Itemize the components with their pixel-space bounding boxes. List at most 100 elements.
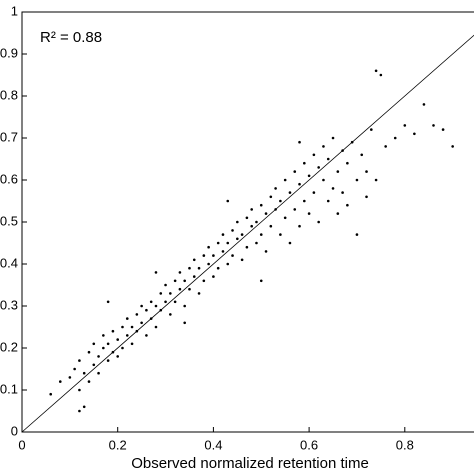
point xyxy=(121,325,124,329)
point xyxy=(293,170,297,173)
point xyxy=(441,128,445,131)
point xyxy=(370,128,373,131)
point xyxy=(58,380,62,383)
point xyxy=(130,325,134,329)
point xyxy=(197,292,201,295)
point xyxy=(226,241,230,245)
point xyxy=(236,237,239,241)
point xyxy=(288,241,292,245)
point xyxy=(154,271,158,274)
point xyxy=(231,229,234,232)
y-tick-label: 0.7 xyxy=(0,129,18,144)
point xyxy=(197,266,201,270)
point xyxy=(154,325,158,329)
point xyxy=(264,250,268,253)
point xyxy=(87,380,91,383)
point xyxy=(269,195,273,199)
point xyxy=(245,216,249,220)
point xyxy=(178,287,182,291)
point xyxy=(279,199,282,203)
point xyxy=(379,73,383,77)
point xyxy=(240,233,244,236)
point xyxy=(236,220,239,224)
point xyxy=(78,409,81,413)
point xyxy=(111,329,115,333)
point xyxy=(245,245,249,249)
point xyxy=(78,388,81,392)
point xyxy=(92,342,96,346)
point xyxy=(212,275,215,278)
point xyxy=(240,258,244,262)
point xyxy=(312,191,316,194)
identity-line xyxy=(21,34,474,433)
point xyxy=(202,254,206,257)
point xyxy=(97,371,100,375)
point xyxy=(169,313,172,316)
point xyxy=(326,199,330,203)
point xyxy=(283,178,287,182)
point xyxy=(154,304,158,308)
point xyxy=(360,153,364,157)
point xyxy=(49,392,53,396)
point xyxy=(403,124,407,127)
x-tick-label: 0.8 xyxy=(396,437,414,452)
point xyxy=(231,254,234,257)
point xyxy=(106,300,110,304)
y-tick-label: 0.9 xyxy=(0,45,18,60)
point xyxy=(207,262,210,266)
x-tick-label: 0 xyxy=(18,437,25,452)
point xyxy=(188,266,191,270)
y-tick-label: 0.8 xyxy=(0,87,18,102)
point xyxy=(317,166,320,169)
point xyxy=(283,216,287,220)
point xyxy=(255,241,258,245)
point xyxy=(226,199,230,203)
point xyxy=(216,266,220,270)
point xyxy=(173,300,177,304)
point xyxy=(102,334,105,337)
point xyxy=(274,208,277,211)
point xyxy=(149,317,153,320)
point xyxy=(312,153,316,157)
point xyxy=(422,103,426,106)
y-tick-label: 1 xyxy=(11,3,18,18)
y-tick-label: 0.3 xyxy=(0,297,18,312)
point xyxy=(183,279,186,283)
x-tick-label: 0.2 xyxy=(109,437,127,452)
point xyxy=(140,321,143,325)
point xyxy=(92,363,96,367)
point xyxy=(183,321,186,325)
point xyxy=(365,195,368,199)
point xyxy=(298,182,301,186)
point xyxy=(269,224,273,228)
point xyxy=(111,350,115,354)
y-tick-label: 0.1 xyxy=(0,381,18,396)
point xyxy=(374,69,378,73)
point xyxy=(393,136,397,140)
point xyxy=(350,140,354,144)
point xyxy=(87,350,91,354)
point xyxy=(159,292,163,295)
point xyxy=(307,212,311,215)
point xyxy=(336,212,340,215)
y-tick-label: 0.4 xyxy=(0,255,18,270)
y-tick-label: 0 xyxy=(11,423,18,438)
point xyxy=(202,279,206,283)
point xyxy=(135,313,139,316)
point xyxy=(303,199,306,203)
y-tick-label: 0.6 xyxy=(0,171,18,186)
point xyxy=(221,233,225,236)
point xyxy=(106,342,110,346)
plot-frame xyxy=(21,11,474,433)
point xyxy=(169,292,172,295)
point xyxy=(68,376,72,379)
point xyxy=(140,304,143,308)
point xyxy=(336,170,340,173)
point xyxy=(259,279,263,283)
annotation: R² = 0.88 xyxy=(40,29,102,46)
point xyxy=(216,241,220,245)
point xyxy=(121,346,124,350)
point xyxy=(331,187,335,190)
